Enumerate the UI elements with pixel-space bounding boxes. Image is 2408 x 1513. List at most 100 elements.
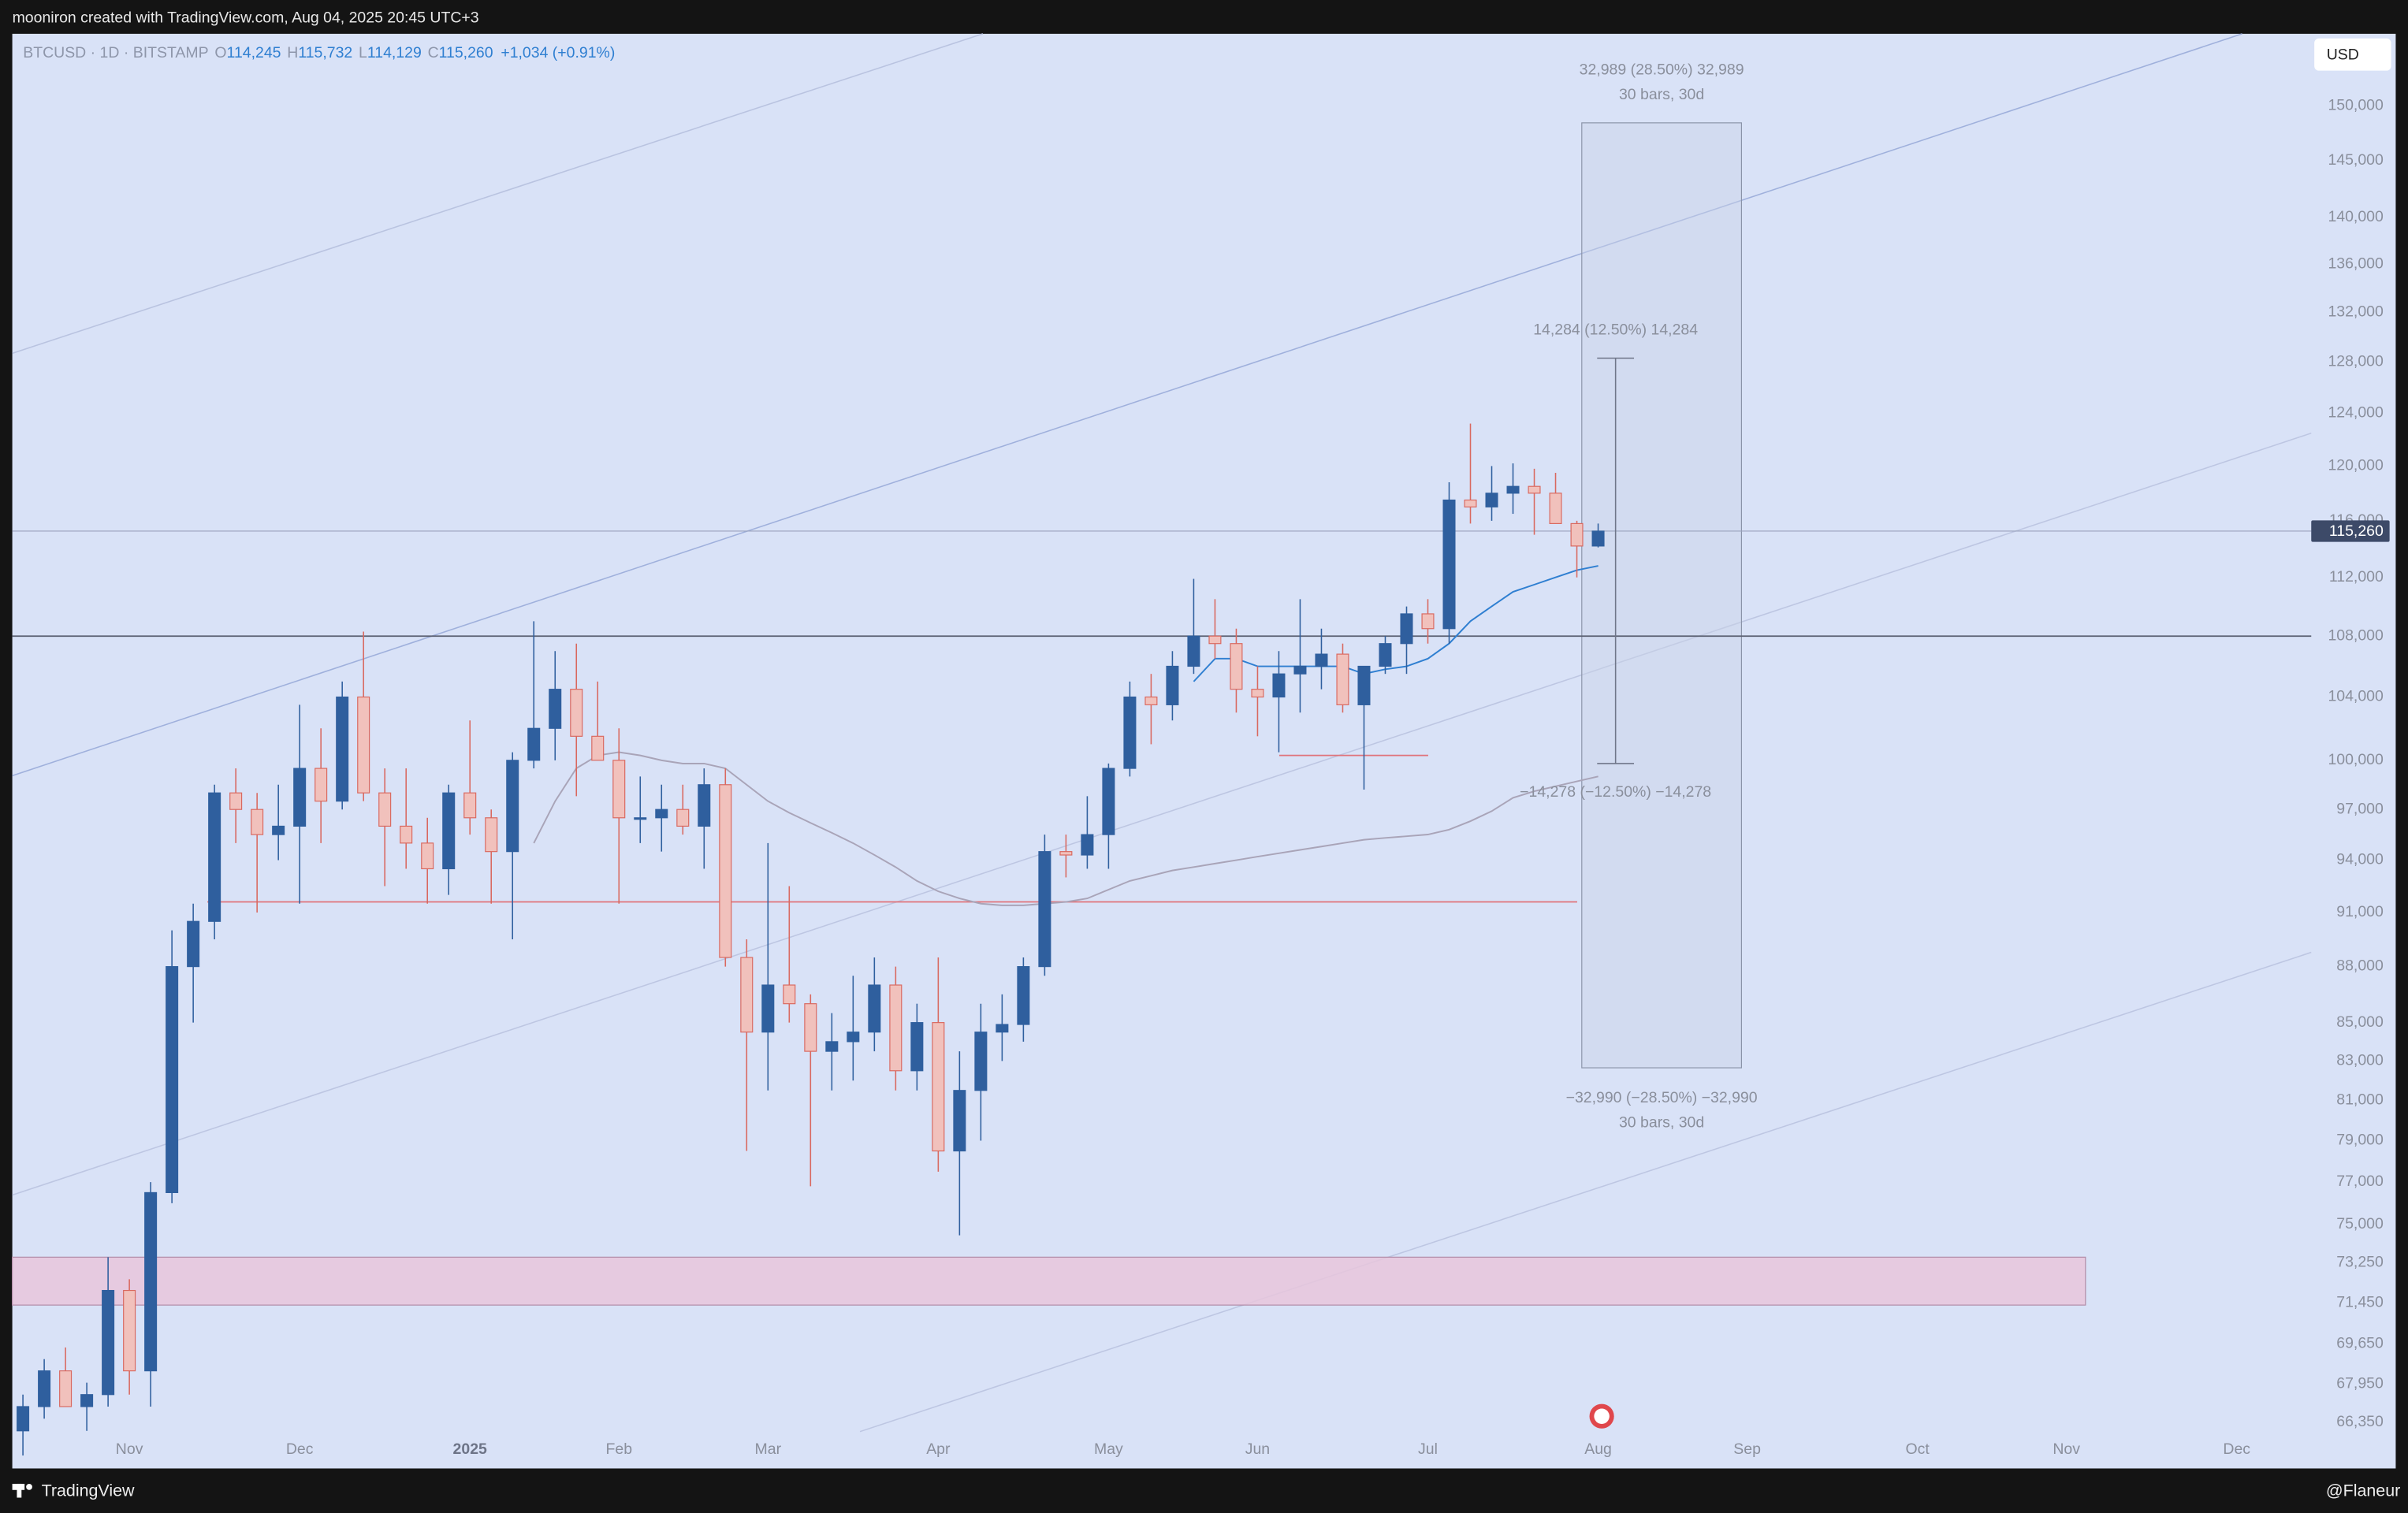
y-tick-label: 94,000 — [2336, 851, 2384, 868]
y-tick-label: 81,000 — [2336, 1091, 2384, 1108]
credit: mooniron created with TradingView.com, A… — [13, 9, 479, 27]
y-tick-label: 67,950 — [2336, 1374, 2384, 1392]
candle-body — [123, 1289, 136, 1372]
candle-body — [1208, 635, 1222, 645]
candle-body — [527, 727, 541, 761]
currency-label[interactable]: USD — [2327, 46, 2359, 63]
x-tick-label: Jul — [1418, 1441, 1438, 1458]
candle-body — [783, 984, 796, 1005]
x-tick-label: May — [1094, 1441, 1123, 1458]
candle-body — [719, 784, 732, 958]
o-value: 114,245 — [227, 44, 281, 61]
range-sub: 30 bars, 30d — [1619, 86, 1704, 103]
candle-body — [251, 809, 264, 835]
candle-body — [1442, 499, 1456, 630]
candle-body — [463, 792, 477, 819]
x-tick-label: Sep — [1733, 1441, 1761, 1458]
brand[interactable]: TradingView — [42, 1481, 135, 1500]
l-value: 114,129 — [367, 44, 422, 61]
y-tick-label: 124,000 — [2328, 403, 2384, 421]
candle-body — [166, 966, 179, 1193]
candle-body — [1166, 665, 1179, 705]
y-tick-label: 132,000 — [2328, 303, 2384, 320]
candle-body — [953, 1090, 966, 1152]
candle-body — [1017, 966, 1030, 1025]
candle-body — [910, 1022, 924, 1072]
y-tick-label: 100,000 — [2328, 751, 2384, 768]
y-tick-label: 120,000 — [2328, 457, 2384, 474]
change: +1,034 (+0.91%) — [501, 44, 615, 61]
trend-line — [12, 33, 984, 355]
candle-body — [229, 792, 243, 810]
candle-body — [378, 792, 392, 827]
y-tick-label: 88,000 — [2336, 957, 2384, 975]
x-tick-label: Nov — [2053, 1441, 2080, 1458]
y-tick-label: 128,000 — [2328, 352, 2384, 370]
y-tick-label: 85,000 — [2336, 1013, 2384, 1031]
x-tick-label: Aug — [1584, 1441, 1612, 1458]
candle-body — [1315, 653, 1328, 667]
candle-body — [1336, 653, 1349, 705]
candle-body — [421, 842, 434, 870]
y-tick-label: 112,000 — [2329, 568, 2384, 585]
candle-body — [187, 920, 200, 968]
y-tick-label: 91,000 — [2336, 903, 2384, 920]
y-tick-label: 77,000 — [2336, 1173, 2384, 1190]
range-sub: 30 bars, 30d — [1619, 1113, 1704, 1131]
h-value: 115,732 — [298, 44, 352, 61]
x-tick-label: Dec — [2223, 1441, 2250, 1458]
brand-logo — [12, 1483, 32, 1498]
x-tick-label: Nov — [116, 1441, 143, 1458]
candle-body — [847, 1032, 860, 1043]
candle-body — [293, 768, 307, 827]
candle-body — [612, 760, 626, 819]
candle-body — [357, 696, 370, 794]
candle-body — [1187, 635, 1200, 667]
trend-line — [859, 951, 2312, 1433]
y-tick-label: 150,000 — [2328, 97, 2384, 114]
trend-line — [12, 432, 2312, 1196]
candle-body — [1379, 643, 1392, 667]
candle-body — [761, 984, 775, 1033]
x-tick-label: Feb — [605, 1441, 632, 1458]
x-tick-label: Oct — [1905, 1441, 1930, 1458]
last-price-tag — [2311, 520, 2390, 542]
y-tick-label: 108,000 — [2328, 626, 2384, 644]
trend-lines — [12, 33, 2312, 1433]
candle-body — [1038, 851, 1051, 968]
y-tick-label: 145,000 — [2328, 151, 2384, 169]
y-tick-label: 83,000 — [2336, 1052, 2384, 1069]
candle-body — [549, 689, 562, 729]
candle-body — [1528, 485, 1541, 494]
candle-body — [1506, 485, 1520, 494]
candle-body — [1081, 834, 1094, 856]
y-tick-label: 136,000 — [2328, 255, 2384, 272]
candle-body — [442, 792, 456, 870]
candle-body — [1251, 689, 1264, 698]
candle-body — [1123, 696, 1137, 769]
x-tick-label: Mar — [755, 1441, 782, 1458]
y-tick-label: 69,650 — [2336, 1335, 2384, 1352]
x-tick-label: Dec — [286, 1441, 314, 1458]
logo-part — [17, 1483, 22, 1498]
currency-button[interactable] — [2314, 38, 2391, 71]
candle-body — [1144, 696, 1158, 705]
candle-body — [1272, 673, 1286, 698]
o-key: O — [214, 44, 226, 61]
candle-body — [889, 984, 903, 1072]
arrow-label: −14,278 (−12.50%) −14,278 — [1520, 783, 1711, 801]
symbol: BTCUSD · 1D · BITSTAMP — [23, 44, 208, 61]
candle-body — [59, 1370, 73, 1407]
candle-body — [591, 735, 605, 761]
candle-body — [80, 1394, 94, 1407]
x-tick-label: 2025 — [453, 1441, 487, 1458]
chart-panel — [12, 33, 2396, 1469]
h-key: H — [287, 44, 298, 61]
candle-body — [336, 696, 349, 802]
range-box — [1581, 122, 1743, 1069]
candle-body — [698, 784, 711, 827]
c-key: C — [428, 44, 439, 61]
candle-body — [144, 1191, 158, 1372]
